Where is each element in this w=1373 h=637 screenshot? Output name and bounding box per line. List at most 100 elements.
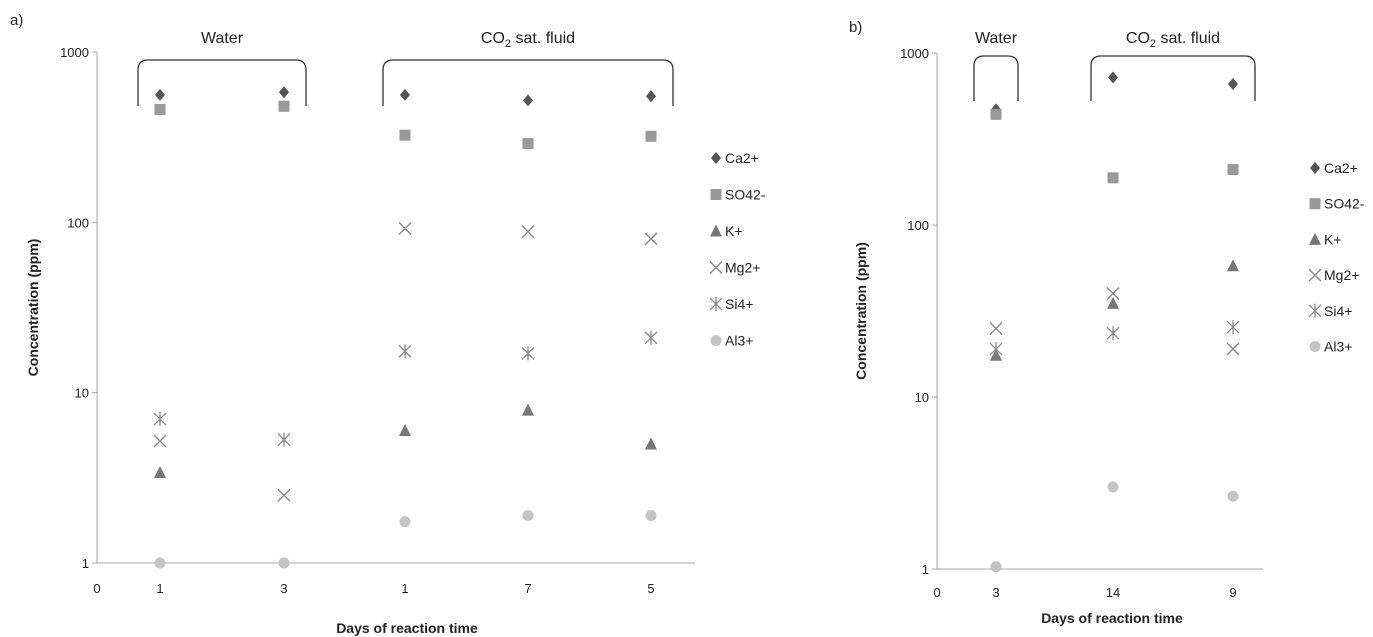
data-point-square [522,138,534,150]
x-tick-label: 14 [1106,585,1120,600]
series-Si4+ [989,320,1240,357]
y-tick-label: 10 [915,390,929,405]
data-point-asterisk [1226,320,1240,335]
data-point-circle [645,510,657,522]
y-tick-label: 1 [82,556,89,571]
data-point-x [398,222,412,235]
series-Al3+ [990,481,1239,573]
group-bracket [137,59,307,106]
legend-label: Si4+ [725,296,753,312]
series-SO42- [154,100,657,150]
data-point-x [521,225,535,239]
series-Mg2+ [989,286,1240,356]
legend-marker-diamond [1310,162,1320,174]
legend-label: K+ [1324,231,1342,247]
legend-marker-circle [1309,341,1321,352]
legend-marker-triangle [710,224,722,237]
legend-label: Mg2+ [725,260,760,276]
data-point-circle [990,561,1002,573]
data-point-diamond [1228,78,1238,91]
y-axis-title: Concentration (ppm) [853,242,869,380]
x-tick-label: 3 [992,585,999,600]
data-point-circle [399,516,411,528]
legend: Ca2+ SO42- K+ Mg2+ Si4+ Al3+ [1308,160,1365,355]
data-point-asterisk [398,344,412,359]
y-tick-label: 100 [907,218,929,233]
series-K+ [154,403,657,478]
legend: Ca2+ SO42- K+ Mg2+ Si4+ Al3+ [709,150,766,349]
legend-label: SO42- [725,187,766,203]
legend-label: Mg2+ [1324,267,1359,283]
legend-label: Ca2+ [1324,160,1358,176]
data-point-diamond [400,88,410,101]
y-axis-title: Concentration (ppm) [25,239,41,377]
legend-marker-triangle [1309,232,1321,245]
data-point-x [1226,342,1240,356]
data-point-square [645,130,657,142]
data-point-diamond [1108,71,1118,84]
data-point-asterisk [989,342,1003,357]
x-axis-title: Days of reaction time [336,620,478,636]
data-point-diamond [279,86,289,99]
group-label: Water [201,30,244,47]
legend-marker-square [710,189,722,200]
data-point-circle [1107,481,1119,493]
x-tick-label: 0 [933,585,940,600]
legend-marker-asterisk [1308,303,1322,318]
chart-panel-b: b) 1 10 100 1000 0 3 14 9 Days of reaction time Co… [849,19,1365,626]
data-point-asterisk [521,346,535,361]
legend-marker-diamond [711,152,721,164]
data-point-square [990,108,1002,120]
legend-label: SO42- [1324,196,1365,212]
x-tick-label: 9 [1229,585,1236,600]
data-point-square [399,129,411,141]
data-point-circle [278,557,290,569]
data-point-square [154,103,166,115]
y-tick-label: 1 [922,562,929,577]
data-point-asterisk [644,330,658,345]
series-Ca2+ [155,86,656,107]
panel-label: b) [849,19,862,36]
series-SO42- [990,108,1239,184]
y-tick-label: 100 [67,215,89,230]
x-tick-label: 0 [93,581,100,596]
group-bracket [973,55,1019,101]
legend-label: Al3+ [1324,339,1352,355]
x-tick-label: 1 [156,581,163,596]
group-label: Water [975,30,1018,47]
legend-marker-x [709,261,723,274]
data-point-x [277,488,291,502]
series-Al3+ [154,510,657,569]
data-point-square [1227,164,1239,176]
data-point-asterisk [153,412,167,427]
data-point-triangle [1227,259,1239,272]
series-K+ [990,259,1239,361]
x-tick-label: 7 [524,581,531,596]
y-tick-label: 1000 [900,46,929,61]
legend-label: K+ [725,223,743,239]
data-point-x [989,322,1003,336]
data-point-x [1106,286,1120,300]
x-tick-label: 3 [280,581,287,596]
data-point-diamond [155,88,165,101]
x-axis-title: Days of reaction time [1041,610,1183,626]
group-label: CO2 sat. fluid [481,30,575,50]
data-point-x [644,232,658,246]
series-Ca2+ [991,71,1238,116]
data-point-asterisk [277,432,291,447]
data-point-diamond [523,94,533,107]
data-point-triangle [1107,296,1119,309]
legend-label: Ca2+ [725,150,759,166]
group-label: CO2 sat. fluid [1126,30,1220,50]
group-bracket [382,59,674,106]
data-point-triangle [399,423,411,436]
data-point-asterisk [1106,326,1120,341]
data-point-triangle [154,465,166,478]
y-tick-label: 10 [75,386,89,401]
panel-label: a) [10,12,23,29]
legend-marker-circle [710,335,722,346]
data-point-triangle [645,437,657,450]
legend-marker-square [1309,198,1321,210]
